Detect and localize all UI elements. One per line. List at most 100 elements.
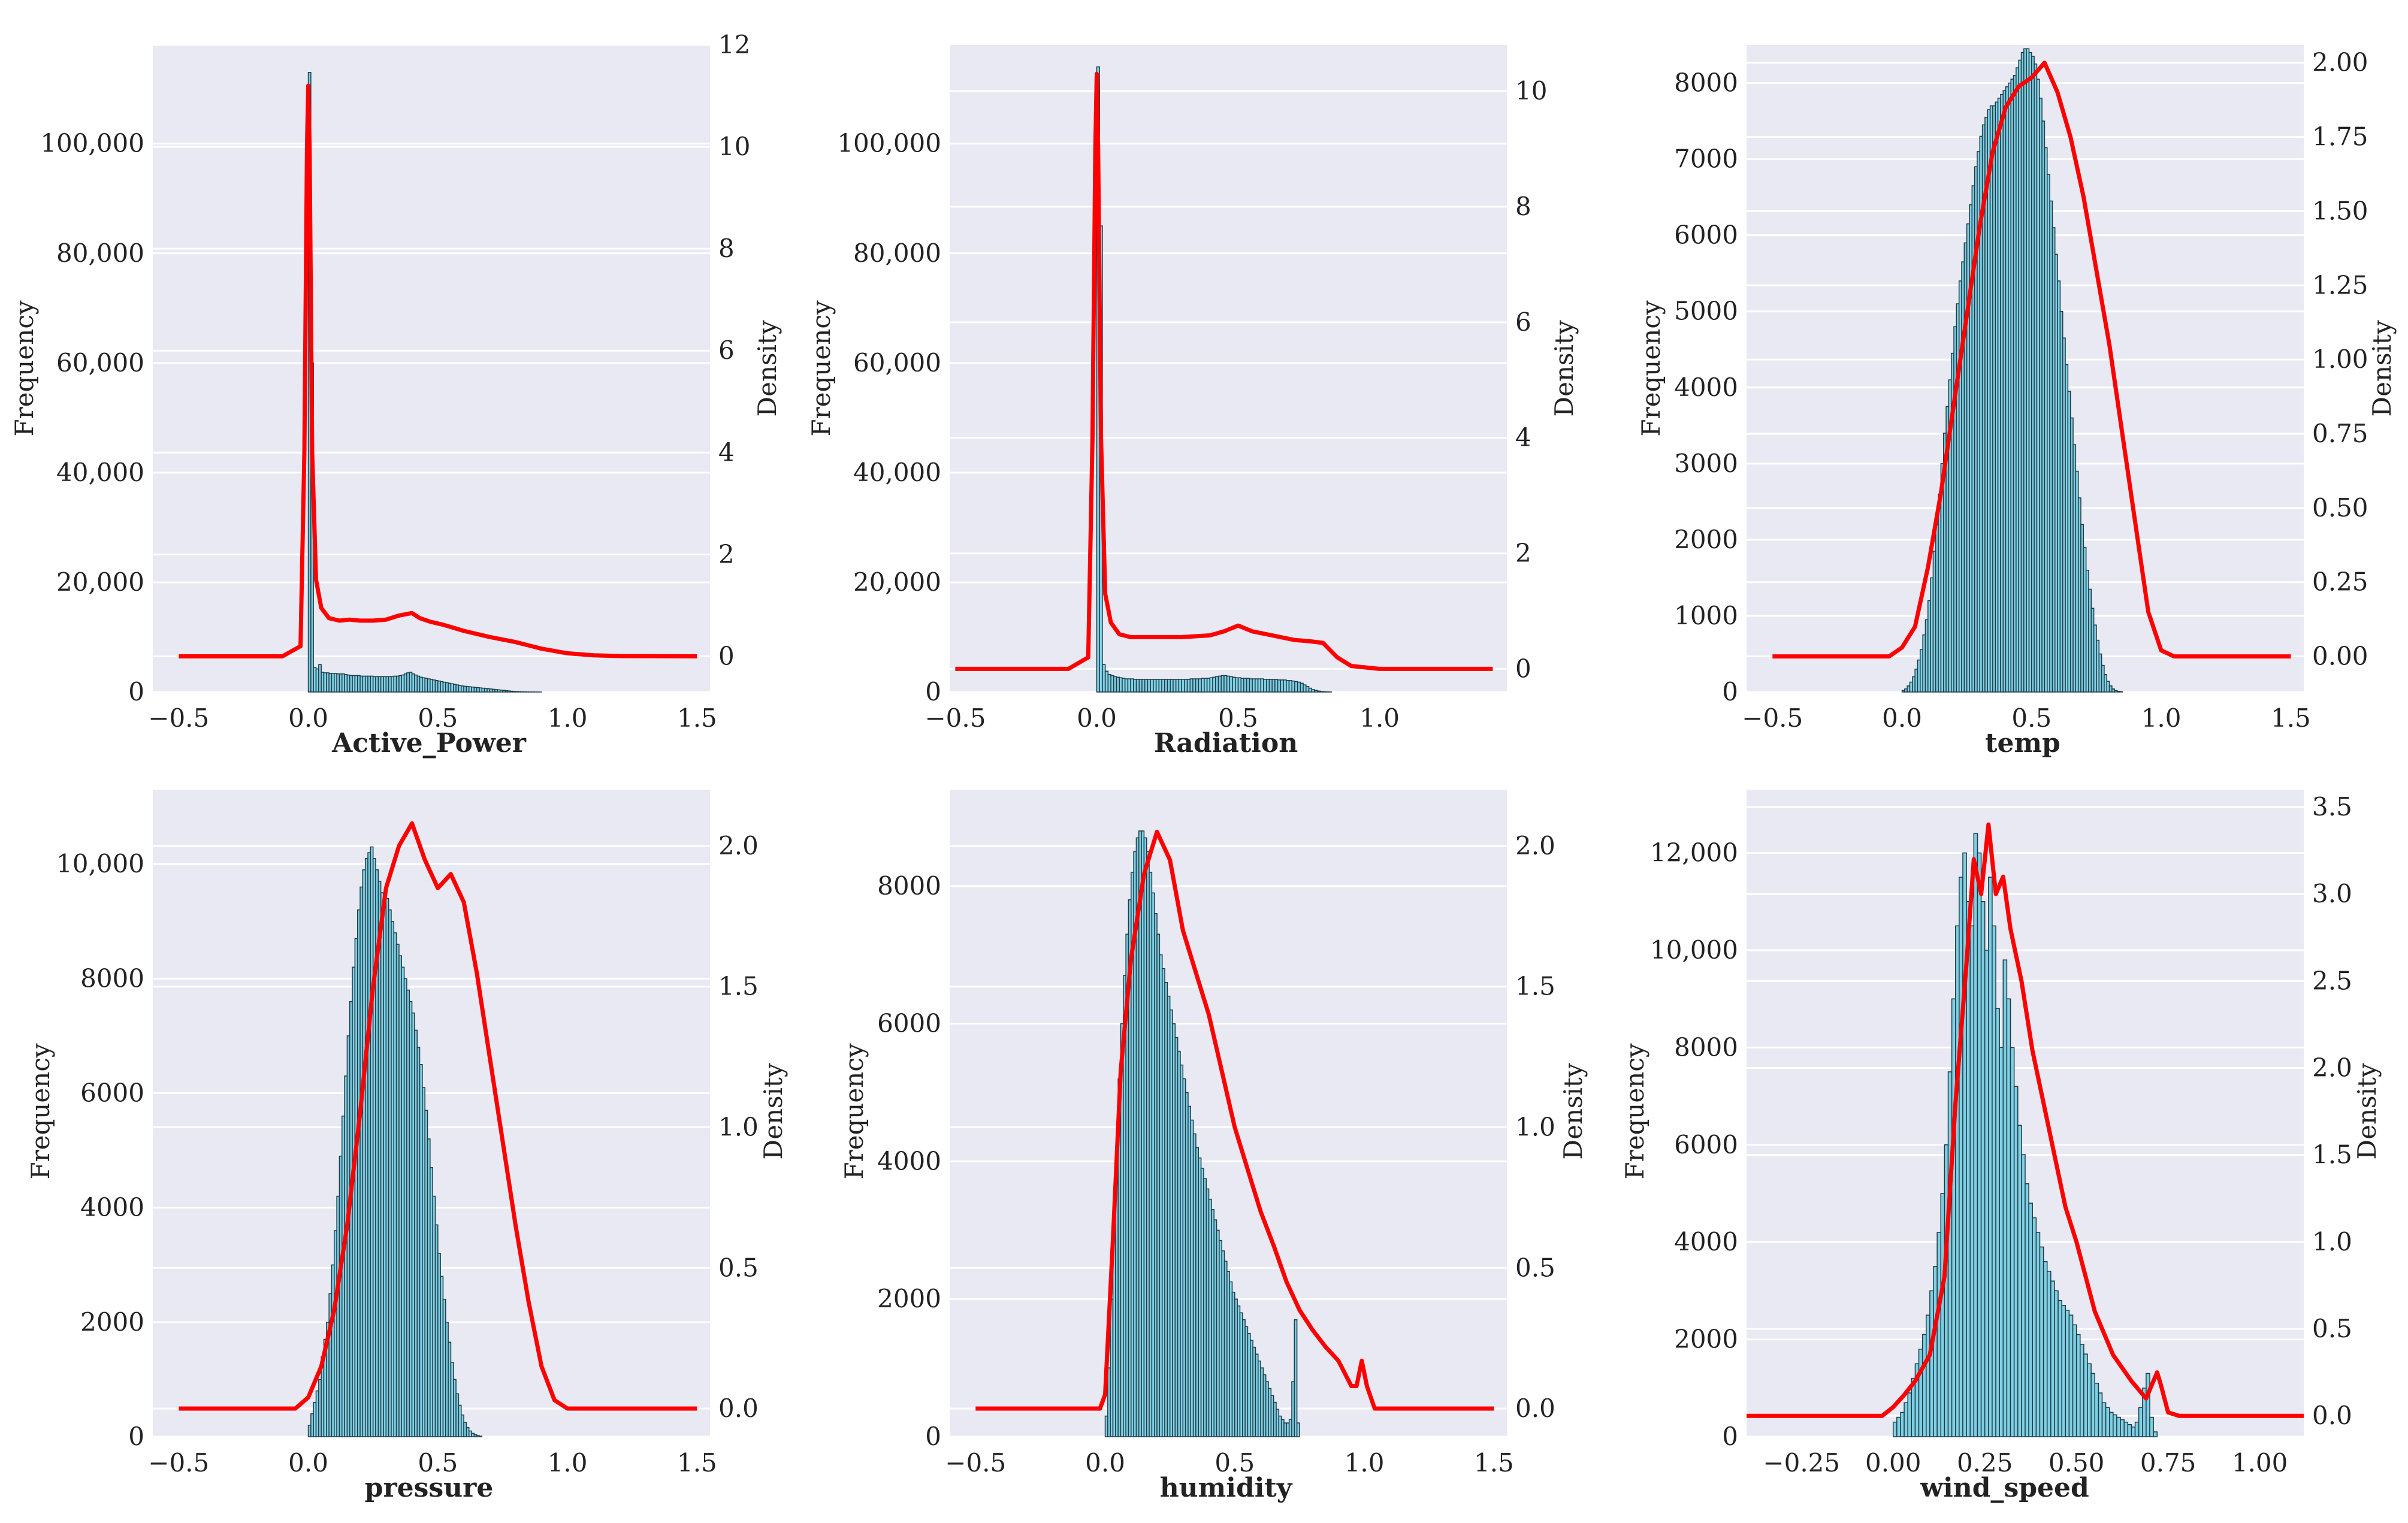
wind-speed-bar-4 (1907, 1392, 1912, 1437)
temp-bar-84 (2119, 691, 2123, 693)
xlabel-temp: temp (1985, 728, 2060, 759)
wind-speed-xtick-0: −0.25 (1763, 1448, 1840, 1477)
wind-speed-y2tick-3: 1.5 (2312, 1140, 2352, 1170)
temp-ytick-2: 2000 (1674, 525, 1738, 554)
active-power-ytick-1: 20,000 (56, 567, 144, 597)
pressure-ytick-4: 8000 (80, 963, 144, 993)
wind-speed-bar-10 (1929, 1290, 1934, 1437)
temp-xtick-1: 0.0 (1882, 703, 1922, 733)
wind-speed-bar-57 (2101, 1402, 2107, 1437)
humidity-ytick-2: 4000 (877, 1146, 941, 1176)
wind-speed-bar-71 (2153, 1431, 2158, 1437)
radiation-xtick-0: −0.5 (924, 703, 986, 733)
wind-speed-bar-50 (2075, 1334, 2081, 1437)
wind-speed-y2tick-2: 1.0 (2312, 1227, 2352, 1256)
wind-speed-bar-38 (2032, 1217, 2037, 1437)
wind-speed-bar-52 (2083, 1353, 2088, 1437)
panel-humidity: −0.5 0.0 0.5 1.0 1.5 0 2000 4000 6000 8000 0.0 0.5 1… (839, 790, 1588, 1503)
wind-speed-bar-23 (1977, 852, 1982, 1437)
wind-speed-ytick-4: 8000 (1674, 1032, 1738, 1062)
wind-speed-y2tick-0: 0.0 (2312, 1401, 2352, 1430)
y2label-pressure: Density (759, 1063, 788, 1159)
temp-xtick-2: 0.5 (2011, 703, 2052, 733)
wind-speed-bar-44 (2054, 1290, 2059, 1437)
temp-xtick-4: 1.5 (2271, 703, 2311, 733)
wind-speed-bar-31 (2006, 998, 2011, 1437)
wind-speed-bar-0 (1892, 1421, 1898, 1437)
wind-speed-bar-55 (2094, 1382, 2099, 1437)
humidity-y2tick-2: 1.0 (1515, 1112, 1555, 1141)
humidity-xtick-1: 0.0 (1085, 1448, 1125, 1477)
y2label-wind-speed: Density (2352, 1063, 2382, 1159)
wind-speed-bar-46 (2061, 1305, 2066, 1437)
active-power-kde-line (179, 83, 697, 658)
wind-speed-bar-17 (1955, 925, 1960, 1437)
humidity-ytick-1: 2000 (877, 1284, 941, 1313)
wind-speed-bar-70 (2149, 1416, 2154, 1437)
wind-speed-y2tick-6: 3.0 (2312, 879, 2352, 908)
ylabel-radiation: Frequency (806, 300, 836, 436)
wind-speed-ytick-6: 12,000 (1650, 838, 1738, 868)
radiation-xtick-3: 1.0 (1359, 703, 1400, 733)
temp-histogram (1901, 48, 2123, 693)
pressure-xtick-2: 0.5 (418, 1448, 458, 1477)
active-power-y2tick-1: 2 (718, 539, 735, 569)
xlabel-pressure: pressure (365, 1473, 494, 1503)
pressure-xtick-0: −0.5 (148, 1448, 209, 1477)
ylabel-pressure: Frequency (26, 1043, 55, 1179)
wind-speed-bar-24 (1980, 901, 1986, 1437)
radiation-plot-area (950, 45, 1507, 692)
xlabel-humidity: humidity (1160, 1473, 1293, 1503)
ylabel-active-power: Frequency (10, 300, 39, 436)
y2label-temp: Density (2367, 320, 2397, 416)
wind-speed-histogram (1892, 833, 2158, 1437)
radiation-xtick-2: 0.5 (1218, 703, 1258, 733)
xlabel-active-power: Active_Power (331, 728, 527, 759)
y2label-humidity: Density (1558, 1063, 1588, 1159)
active-power-ytick-4: 80,000 (56, 238, 144, 268)
active-power-plot-area (153, 45, 710, 692)
humidity-y2tick-0: 0.0 (1515, 1394, 1555, 1423)
pressure-xtick-4: 1.5 (677, 1448, 717, 1477)
active-power-xtick-0: −0.5 (148, 703, 209, 733)
humidity-xtick-0: −0.5 (945, 1448, 1006, 1477)
wind-speed-bar-66 (2134, 1421, 2140, 1437)
wind-speed-bar-35 (2021, 1154, 2026, 1437)
wind-speed-bar-56 (2098, 1392, 2103, 1437)
active-power-y2tick-0: 0 (718, 641, 735, 670)
wind-speed-bar-27 (1992, 925, 1996, 1437)
wind-speed-xtick-3: 0.50 (2049, 1448, 2105, 1477)
wind-speed-bar-25 (1984, 950, 1989, 1437)
y2label-active-power: Density (753, 320, 782, 416)
wind-speed-bar-61 (2116, 1416, 2121, 1437)
active-power-xtick-2: 0.5 (418, 703, 458, 733)
wind-speed-bar-63 (2123, 1421, 2129, 1437)
wind-speed-bar-2 (1900, 1412, 1905, 1437)
radiation-ytick-3: 60,000 (853, 348, 941, 377)
radiation-ytick-1: 20,000 (853, 567, 941, 597)
wind-speed-bar-18 (1959, 877, 1963, 1437)
wind-speed-bar-43 (2050, 1280, 2055, 1437)
wind-speed-ytick-0: 0 (1722, 1422, 1738, 1451)
temp-xtick-0: −0.5 (1742, 703, 1803, 733)
temp-ytick-0: 0 (1722, 677, 1738, 706)
wind-speed-bar-15 (1947, 1071, 1953, 1437)
radiation-kde-line (955, 71, 1493, 671)
pressure-y2tick-0: 0.0 (718, 1394, 759, 1423)
wind-speed-bar-47 (2065, 1310, 2070, 1437)
humidity-xtick-4: 1.5 (1474, 1448, 1514, 1477)
active-power-ytick-3: 60,000 (56, 348, 144, 377)
wind-speed-xtick-4: 0.75 (2140, 1448, 2196, 1477)
pressure-y2tick-4: 2.0 (718, 831, 759, 860)
humidity-bar-74 (1296, 1422, 1300, 1437)
pressure-xtick-3: 1.0 (548, 1448, 588, 1477)
temp-y2tick-8: 2.00 (2312, 48, 2368, 77)
panel-pressure: −0.5 0.0 0.5 1.0 1.5 0 2000 4000 6000 8000 10,000 0… (26, 790, 788, 1503)
wind-speed-bar-39 (2035, 1232, 2041, 1437)
temp-y2tick-2: 0.50 (2312, 493, 2368, 522)
panel-active-power: −0.5 0.0 0.5 1.0 1.5 0 20,000 40,000 60,000 80,00… (10, 30, 782, 759)
radiation-ytick-2: 40,000 (853, 458, 941, 487)
pressure-ytick-0: 0 (128, 1422, 144, 1451)
xlabel-wind-speed: wind_speed (1920, 1473, 2089, 1503)
wind-speed-bar-65 (2131, 1427, 2136, 1437)
